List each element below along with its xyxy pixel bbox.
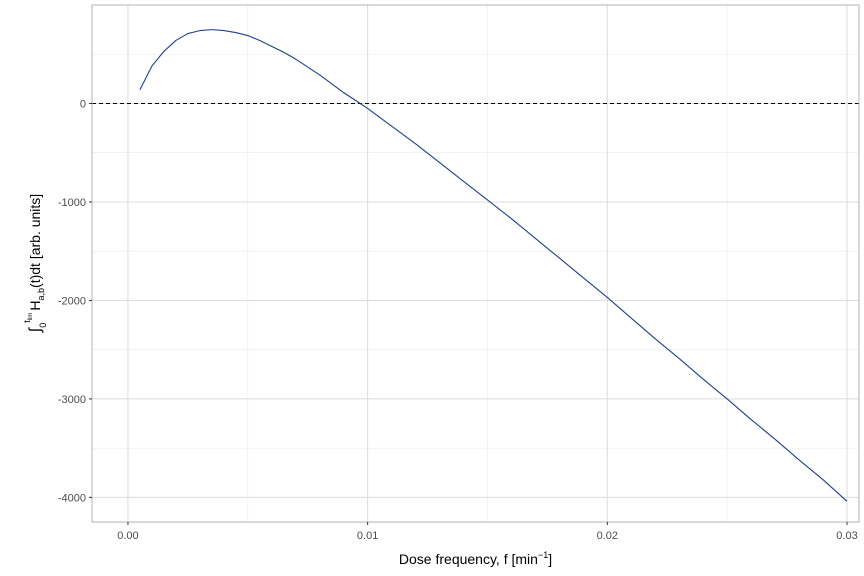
- plot-border: [91, 4, 860, 523]
- y-tick-label: -3000: [58, 394, 86, 406]
- y-axis-title-main-sub: a,b: [36, 288, 46, 301]
- y-tick-label: -2000: [58, 295, 86, 307]
- x-axis-ticks: 0.00 0.01 0.02 0.03: [117, 522, 858, 542]
- x-tick-label: 0.00: [117, 530, 138, 542]
- y-axis-title: ∫0 tlim Ha,b(t)dt [arb. units]: [22, 194, 48, 333]
- y-tick-label: 0: [80, 98, 86, 110]
- x-axis-title-tail: ]: [548, 551, 552, 567]
- x-tick-label: 0.02: [597, 530, 618, 542]
- y-tick-label: -1000: [58, 197, 86, 209]
- x-tick-label: 0.01: [357, 530, 378, 542]
- y-axis-ticks: 0 -1000 -2000 -3000 -4000: [58, 98, 92, 504]
- grid-minor: [92, 5, 859, 522]
- y-axis-title-tail: (t)dt [arb. units]: [27, 194, 43, 288]
- plot-background: [92, 5, 859, 522]
- x-axis-title: Dose frequency, f [min−1]: [399, 550, 552, 567]
- y-axis-integral-sign: ∫: [27, 326, 44, 333]
- x-tick-label: 0.03: [836, 530, 857, 542]
- y-axis-integral-upper-sub: lim: [28, 313, 34, 321]
- y-axis-integral-upper: t: [22, 320, 32, 323]
- x-axis-title-superscript: −1: [538, 550, 548, 560]
- x-axis-title-main: Dose frequency, f [min: [399, 551, 538, 567]
- svg-text:∫0tlimHa,b(t)dt [arb. units]: ∫0 tlim Ha,b(t)dt [arb. units]: [22, 194, 48, 333]
- y-axis-title-main: H: [27, 300, 43, 310]
- series-line: [139, 29, 848, 502]
- y-axis-integral-lower: 0: [38, 323, 48, 328]
- y-tick-label: -4000: [58, 492, 86, 504]
